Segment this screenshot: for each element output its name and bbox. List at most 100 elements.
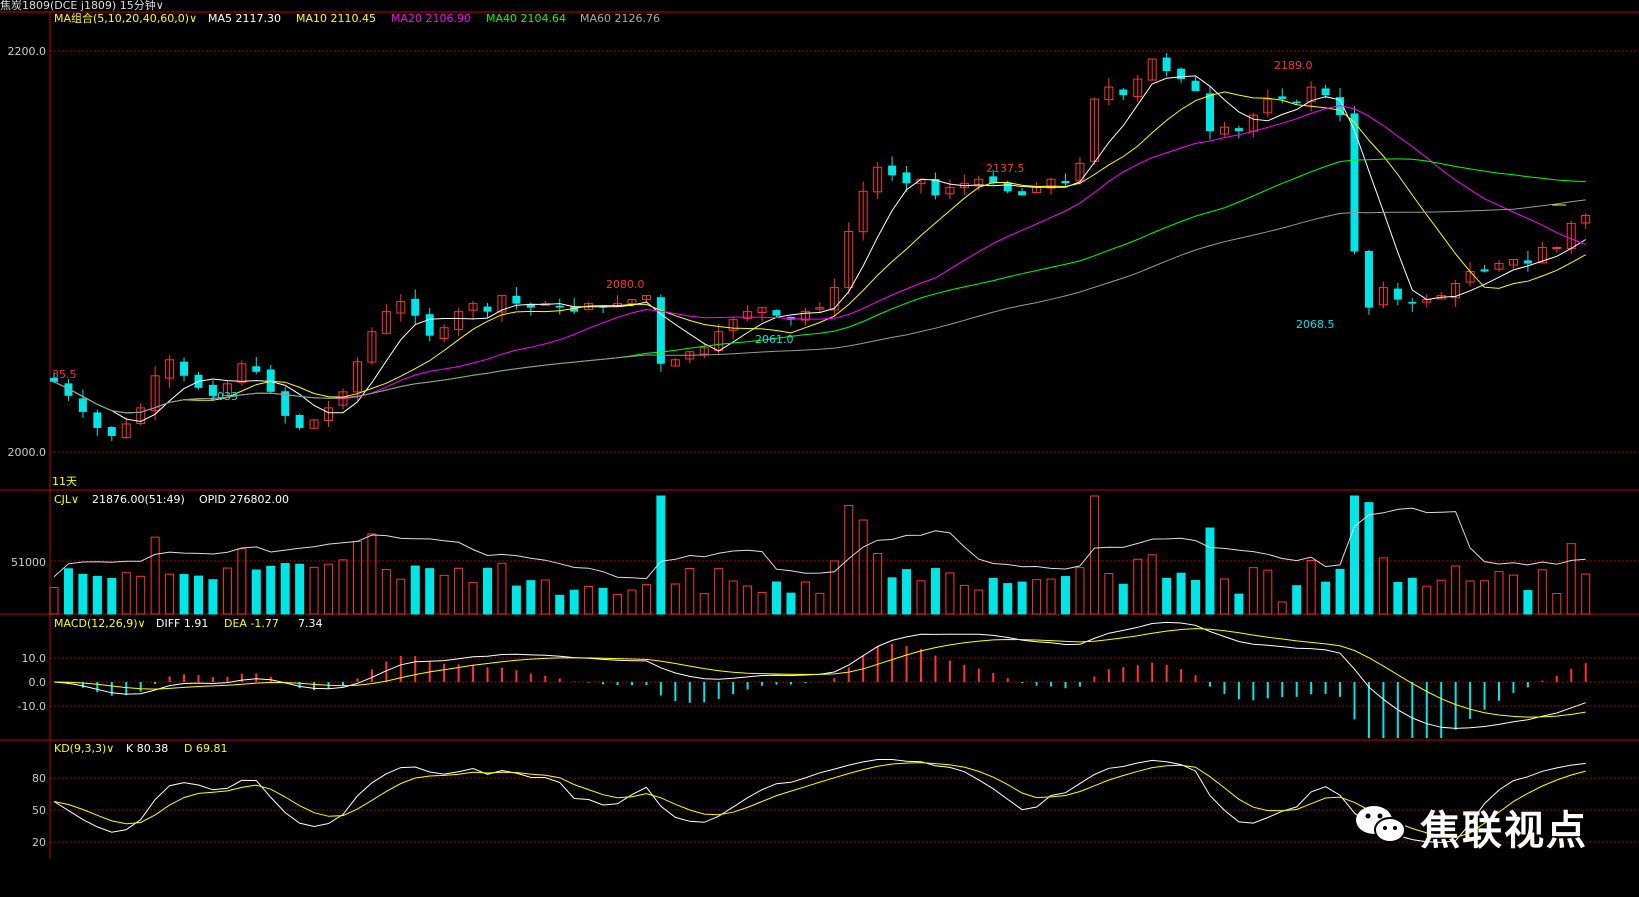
candle-body — [180, 361, 189, 376]
volume-bar — [873, 552, 883, 615]
ma60-value: MA60 2126.76 — [580, 12, 660, 25]
candle-body — [945, 186, 955, 195]
volume-bar — [92, 575, 102, 615]
candle-body — [512, 295, 521, 304]
price-tick-label: 2000.0 — [8, 446, 47, 459]
candle-body — [1119, 89, 1128, 96]
candle-body — [656, 297, 665, 364]
candle-body — [526, 303, 535, 308]
volume-bar — [1537, 569, 1547, 615]
candle-body — [1046, 178, 1056, 189]
volume-bar — [1378, 557, 1388, 615]
macd-tick-label: 0.0 — [29, 676, 47, 689]
candle-body — [1003, 182, 1012, 192]
volume-bar — [194, 575, 203, 615]
candle-body — [324, 407, 334, 421]
ma20-value: MA20 2106.90 — [391, 12, 471, 25]
candle-body — [1306, 86, 1316, 103]
volume-bar — [1335, 568, 1345, 615]
volume-bar — [1118, 583, 1128, 615]
kd-tick-label: 80 — [32, 772, 46, 785]
volume-bar — [641, 584, 651, 615]
volume-bar — [1364, 502, 1374, 615]
candle-body — [1364, 250, 1373, 308]
volume-bar — [410, 565, 420, 615]
candle-body — [107, 426, 116, 436]
kd-d-value: D 69.81 — [184, 742, 227, 755]
candle-body — [1508, 259, 1518, 266]
period-caret-icon[interactable]: ∨ — [155, 0, 164, 11]
chart-header: 焦炭1809(DCE j1809) 15分钟∨ — [0, 0, 1639, 11]
volume-bar — [598, 587, 608, 615]
price-annotation: 2189.0 — [1274, 59, 1313, 72]
candle-body — [989, 176, 998, 184]
volume-bar — [107, 577, 117, 615]
volume-bar — [887, 577, 897, 615]
candle-body — [800, 311, 810, 321]
candle-body — [931, 178, 940, 196]
volume-bar — [1480, 580, 1490, 615]
candle-body — [1336, 97, 1345, 116]
volume-bar — [685, 567, 695, 615]
candle-body — [1378, 287, 1388, 306]
volume-bar — [772, 581, 781, 615]
volume-bar — [699, 593, 709, 615]
volume-bar — [1451, 565, 1461, 615]
volume-bar — [324, 563, 334, 615]
volume-bar — [1263, 569, 1273, 615]
volume-bar — [815, 592, 825, 615]
volume-bar — [555, 594, 565, 615]
candle-body — [1494, 263, 1504, 270]
volume-bar — [1219, 578, 1229, 615]
volume-bar — [1321, 581, 1331, 615]
volume-bar — [1566, 543, 1576, 615]
candle-body — [757, 307, 767, 313]
candle-body — [1147, 58, 1157, 81]
instrument-name[interactable]: 焦炭1809(DCE j1809) — [0, 0, 117, 11]
volume-bar — [222, 567, 232, 615]
volume-bar — [78, 573, 88, 615]
volume-bar — [352, 540, 362, 615]
volume-bar — [1552, 593, 1562, 615]
volume-bar — [1523, 590, 1533, 615]
candle-body — [1133, 78, 1143, 98]
candle-body — [483, 306, 492, 312]
candle-body — [555, 305, 564, 308]
volume-bar — [916, 580, 926, 615]
volume-bar — [930, 568, 940, 615]
kd-d-line — [53, 762, 1586, 839]
candle-body — [1393, 288, 1402, 300]
candle-body — [1018, 191, 1027, 196]
period-select[interactable]: 15分钟 — [119, 0, 156, 11]
candle-body — [497, 295, 507, 313]
volume-bar — [1162, 577, 1172, 615]
macd-diff-value: DIFF 1.91 — [156, 617, 208, 630]
open-interest-value: OPID 276802.00 — [199, 493, 289, 506]
volume-bar — [540, 579, 550, 615]
volume-bar — [1205, 527, 1215, 615]
volume-bar — [1436, 579, 1446, 615]
volume-bar — [208, 579, 218, 615]
volume-bar — [584, 586, 594, 615]
days-label: 11天 — [52, 475, 77, 488]
candle-body — [743, 311, 753, 319]
volume-bar — [1407, 577, 1417, 615]
volume-bar — [63, 568, 73, 615]
ma40-value: MA40 2104.64 — [486, 12, 566, 25]
volume-bar — [1075, 567, 1085, 615]
volume-bar — [627, 589, 637, 615]
ma10-value: MA10 2110.45 — [296, 12, 376, 25]
candle-body — [411, 298, 420, 316]
macd-diff-line — [53, 621, 1586, 729]
candle-body — [844, 230, 854, 289]
volume-bar — [1046, 578, 1056, 615]
volume-bar — [396, 578, 406, 615]
macd-tick-label: 10.0 — [22, 652, 47, 665]
candle-body — [570, 306, 579, 312]
price-annotation: 2068.5 — [1296, 318, 1335, 331]
volume-bar — [150, 536, 160, 615]
volume-bar — [786, 592, 796, 615]
volume-bar — [1017, 581, 1027, 615]
volume-bar — [1234, 593, 1244, 615]
volume-bar — [1191, 580, 1201, 615]
